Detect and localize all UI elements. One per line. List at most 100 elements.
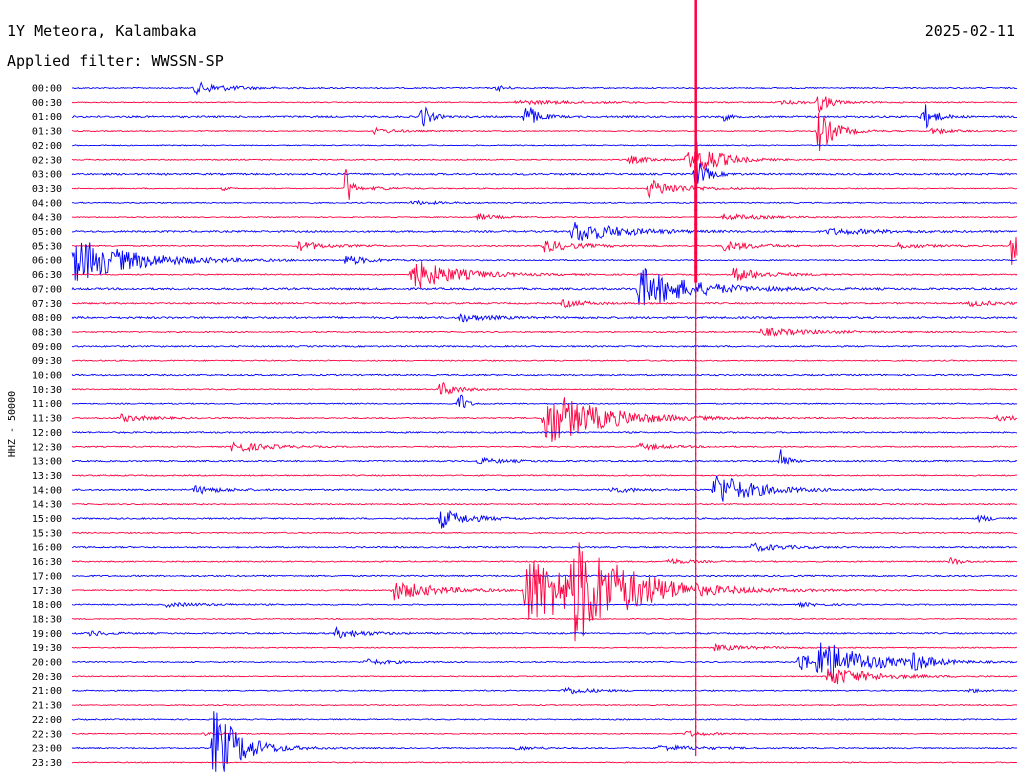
trace-0500 (71, 222, 1018, 241)
time-label: 10:30 (32, 385, 62, 396)
time-label: 21:30 (32, 701, 62, 712)
trace-2100 (71, 686, 1018, 695)
time-label: 02:00 (32, 141, 62, 152)
trace-1930 (71, 643, 1017, 652)
trace-1730 (71, 542, 1018, 642)
trace-0730 (71, 299, 1018, 309)
time-label: 17:00 (32, 571, 62, 582)
time-label: 07:30 (32, 299, 62, 310)
time-label: 11:00 (32, 399, 62, 410)
time-label: 20:30 (32, 672, 62, 683)
time-labels: 00:00 00:30 01:00 01:30 02:00 02:30 03:00 03:30… (32, 84, 62, 769)
trace-1430 (71, 502, 1018, 506)
trace-1830 (71, 617, 1018, 620)
time-label: 13:30 (32, 471, 62, 482)
trace-2230 (71, 730, 1018, 737)
time-label: 09:00 (32, 342, 62, 353)
trace-0000 (71, 81, 1018, 96)
trace-1000 (71, 373, 1018, 377)
trace-1300 (71, 449, 1018, 465)
time-label: 13:00 (32, 457, 62, 468)
time-label: 14:30 (32, 500, 62, 511)
time-label: 06:00 (32, 256, 62, 267)
date-label: 2025-02-11 (924, 22, 1015, 40)
time-label: 09:30 (32, 356, 62, 367)
time-label: 19:30 (32, 643, 62, 654)
trace-2030 (72, 668, 1018, 685)
trace-0800 (71, 313, 1018, 323)
time-label: 22:00 (32, 715, 62, 726)
filter-label: Applied filter: WWSSN-SP (7, 52, 224, 70)
time-label: 03:30 (32, 184, 62, 195)
time-label: 03:00 (32, 170, 62, 181)
trace-0030 (71, 96, 1018, 114)
trace-1530 (71, 531, 1018, 535)
time-label: 10:00 (32, 371, 62, 382)
trace-1230 (71, 441, 1018, 453)
trace-1330 (71, 474, 1017, 477)
trace-0300 (71, 159, 1018, 188)
trace-2130 (71, 704, 1017, 707)
time-label: 04:30 (32, 213, 62, 224)
trace-0530 (71, 236, 1018, 265)
station-title: 1Y Meteora, Kalambaka (7, 22, 197, 40)
trace-2300 (71, 711, 1018, 772)
trace-1200 (71, 430, 1018, 434)
trace-2000 (71, 642, 1018, 681)
trace-2330 (71, 761, 1018, 764)
trace-0930 (71, 359, 1018, 362)
trace-0130 (71, 112, 1018, 152)
trace-0400 (71, 199, 1018, 206)
time-label: 15:00 (32, 514, 62, 525)
trace-0430 (71, 212, 1018, 221)
trace-0700 (71, 267, 1018, 306)
trace-0100 (71, 104, 1018, 129)
trace-0600 (71, 242, 1018, 281)
time-label: 00:30 (32, 98, 62, 109)
trace-0630 (71, 261, 1018, 289)
trace-1500 (71, 509, 1018, 529)
time-label: 18:00 (32, 600, 62, 611)
trace-1100 (71, 394, 1018, 409)
time-label: 12:00 (32, 428, 62, 439)
trace-0830 (71, 327, 1018, 337)
time-label: 00:00 (32, 84, 62, 95)
time-label: 01:30 (32, 127, 62, 138)
time-label: 11:30 (32, 414, 62, 425)
trace-1800 (71, 601, 1018, 609)
trace-0200 (71, 144, 1018, 147)
trace-1900 (71, 625, 1018, 639)
time-label: 14:00 (32, 485, 62, 496)
time-label: 07:00 (32, 284, 62, 295)
time-label: 12:30 (32, 442, 62, 453)
time-label: 01:00 (32, 112, 62, 123)
time-label: 16:00 (32, 543, 62, 554)
trace-1030 (71, 381, 1018, 395)
time-label: 04:00 (32, 198, 62, 209)
time-label: 08:30 (32, 327, 62, 338)
time-label: 05:00 (32, 227, 62, 238)
time-label: 22:30 (32, 729, 62, 740)
seismic-traces (71, 0, 1018, 772)
trace-0230 (72, 141, 1018, 172)
time-label: 17:30 (32, 586, 62, 597)
time-label: 19:00 (32, 629, 62, 640)
trace-1130 (72, 397, 1018, 442)
trace-0330 (71, 169, 1018, 200)
time-label: 06:30 (32, 270, 62, 281)
time-label: 23:30 (32, 758, 62, 769)
time-label: 02:30 (32, 155, 62, 166)
time-label: 21:00 (32, 686, 62, 697)
trace-1630 (71, 556, 1018, 566)
time-label: 23:00 (32, 744, 62, 755)
time-label: 16:30 (32, 557, 62, 568)
time-label: 05:30 (32, 241, 62, 252)
time-label: 08:00 (32, 313, 62, 324)
trace-1700 (71, 574, 1018, 578)
trace-0900 (71, 344, 1018, 348)
trace-2200 (71, 718, 1018, 721)
time-label: 18:30 (32, 614, 62, 625)
trace-1600 (71, 542, 1017, 553)
time-label: 20:00 (32, 658, 62, 669)
